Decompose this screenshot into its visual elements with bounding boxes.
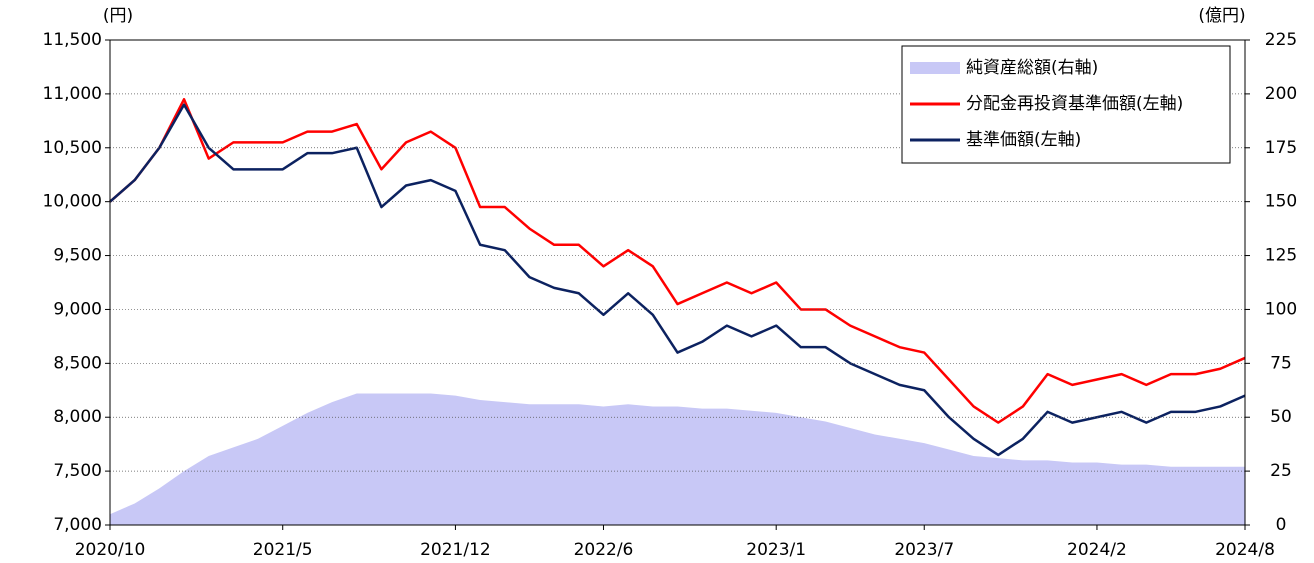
x-tick-label: 2020/10 — [75, 540, 146, 560]
y2-tick-label: 25 — [1270, 461, 1292, 481]
y-unit: (円) — [103, 6, 133, 26]
y2-tick-label: 100 — [1265, 299, 1297, 319]
y-tick-label: 11,500 — [43, 30, 102, 50]
legend-label: 基準価額(左軸) — [966, 130, 1081, 150]
x-tick-label: 2024/8 — [1215, 540, 1275, 560]
x-tick-label: 2021/12 — [420, 540, 491, 560]
y2-tick-label: 125 — [1265, 246, 1297, 266]
legend-label: 分配金再投資基準価額(左軸) — [966, 94, 1183, 114]
line — [109, 103, 1246, 457]
y-tick-label: 10,500 — [43, 138, 102, 158]
line — [109, 98, 1246, 424]
y2-tick-label: 175 — [1265, 138, 1297, 158]
y-tick-label: 8,000 — [53, 407, 102, 427]
legend-swatch — [910, 62, 960, 74]
y-tick-label: 9,000 — [53, 299, 102, 319]
y2-tick-label: 75 — [1270, 353, 1292, 373]
x-tick-label: 2022/6 — [574, 540, 634, 560]
y2-tick-label: 200 — [1265, 84, 1297, 104]
y2-unit: (億円) — [1198, 6, 1245, 26]
x-tick-label: 2024/2 — [1067, 540, 1127, 560]
y-tick-label: 8,500 — [53, 353, 102, 373]
legend-label: 純資産総額(右軸) — [966, 58, 1098, 78]
y2-tick-label: 150 — [1265, 192, 1297, 212]
x-tick-label: 2021/5 — [253, 540, 313, 560]
y-tick-label: 11,000 — [43, 84, 102, 104]
y2-tick-label: 50 — [1270, 407, 1292, 427]
y-tick-label: 10,000 — [43, 192, 102, 212]
plot-frame — [109, 39, 1246, 526]
area — [110, 393, 1245, 525]
x-tick-label: 2023/1 — [746, 540, 806, 560]
x-tick-label: 2023/7 — [894, 540, 954, 560]
y-tick-label: 9,500 — [53, 246, 102, 266]
y2-tick-label: 0 — [1276, 515, 1287, 535]
y2-tick-label: 225 — [1265, 30, 1297, 50]
y-tick-label: 7,500 — [53, 461, 102, 481]
y-tick-label: 7,000 — [53, 515, 102, 535]
